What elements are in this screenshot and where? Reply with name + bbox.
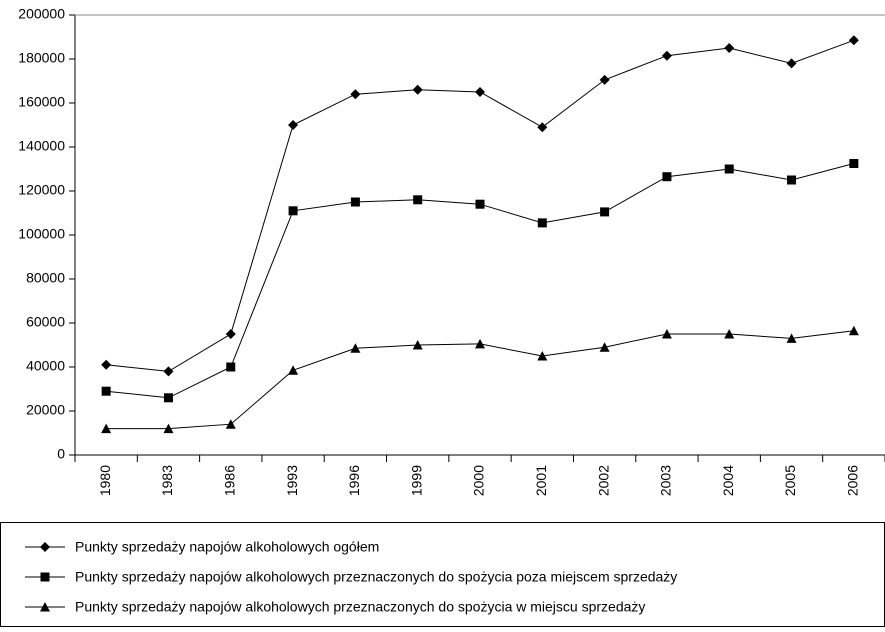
y-tick-label: 200000 [18,6,65,22]
marker [724,164,734,174]
y-tick-label: 160000 [18,94,65,110]
marker [475,338,485,349]
marker [101,423,112,434]
marker [662,172,672,182]
x-tick-label: 1993 [284,465,300,496]
marker [225,329,236,339]
legend-label: Punkty sprzedaży napojów alkoholowych og… [75,539,379,555]
x-tick-label: 2001 [533,465,549,496]
series-line [106,163,854,399]
marker [849,159,859,168]
legend-marker [40,542,50,552]
marker [537,351,548,361]
x-tick-label: 1999 [408,465,424,496]
marker [848,35,859,46]
x-tick-label: 2004 [720,465,736,496]
marker [350,197,360,207]
marker [600,207,610,217]
marker [412,84,423,95]
marker [848,325,859,336]
marker [101,359,112,370]
y-tick-label: 40000 [26,358,65,374]
marker [787,175,797,185]
legend-marker [40,572,50,582]
legend-label: Punkty sprzedaży napojów alkoholowych pr… [75,599,645,615]
marker [599,74,610,85]
x-tick-label: 2002 [595,465,611,496]
marker [599,342,610,352]
marker [786,333,797,343]
legend-label: Punkty sprzedaży napojów alkoholowych pr… [75,569,677,585]
marker [226,362,236,372]
marker [724,43,735,53]
y-tick-label: 140000 [18,138,65,154]
legend-marker [40,602,50,612]
y-tick-label: 100000 [18,226,65,242]
marker [163,423,174,434]
marker [786,58,797,69]
marker [225,419,236,429]
marker [288,365,299,375]
y-tick-label: 120000 [18,182,65,198]
marker [412,340,423,350]
y-tick-label: 20000 [26,402,65,418]
marker [475,199,485,209]
marker [288,206,298,216]
x-tick-label: 2006 [845,465,861,496]
marker [661,50,672,61]
marker [537,122,548,133]
marker [661,329,672,339]
y-tick-label: 0 [57,446,65,462]
marker [475,87,485,97]
y-tick-label: 180000 [18,50,65,66]
marker [350,343,361,353]
x-tick-label: 1996 [346,465,362,496]
marker [288,120,299,130]
marker [724,329,735,339]
x-tick-label: 1986 [221,465,237,496]
y-tick-label: 60000 [26,314,65,330]
x-tick-label: 1983 [159,465,175,496]
y-tick-label: 80000 [26,270,65,286]
x-tick-label: 2000 [471,465,487,496]
x-tick-label: 2003 [658,465,674,496]
marker [350,89,361,100]
marker [101,386,111,396]
marker [163,393,173,403]
x-tick-label: 1980 [97,465,113,496]
marker [413,195,423,205]
x-tick-label: 2005 [782,465,798,496]
marker [163,366,174,377]
marker [537,218,547,228]
